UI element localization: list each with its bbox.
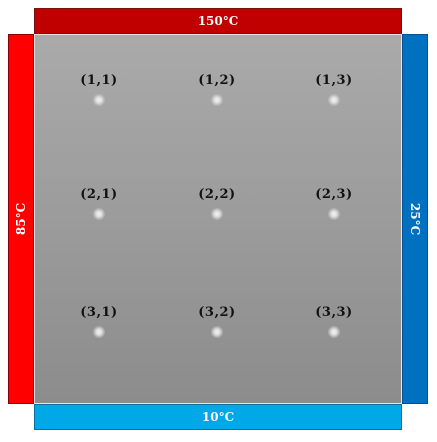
top-boundary-label: 150°C [197, 14, 239, 28]
node-1-2: (1,2) [177, 73, 257, 123]
node-label: (3,3) [315, 305, 353, 320]
node-label: (2,1) [80, 187, 118, 202]
node-point [328, 326, 340, 338]
node-3-1: (3,1) [59, 305, 139, 355]
right-boundary-label: 25°C [408, 202, 422, 236]
node-label: (1,3) [315, 73, 353, 88]
node-3-3: (3,3) [294, 305, 374, 355]
top-boundary-bar: 150°C [34, 8, 402, 34]
node-point [211, 326, 223, 338]
node-point [93, 208, 105, 220]
node-3-2: (3,2) [177, 305, 257, 355]
left-boundary-bar: 85°C [8, 34, 34, 404]
node-2-2: (2,2) [177, 187, 257, 237]
left-boundary-label: 85°C [14, 202, 28, 236]
node-label: (3,1) [80, 305, 118, 320]
node-1-3: (1,3) [294, 73, 374, 123]
node-label: (1,2) [198, 73, 236, 88]
node-point [328, 208, 340, 220]
plate: (1,1) (1,2) (1,3) (2,1) (2,2) (2,3) (3,1… [34, 34, 402, 404]
node-label: (1,1) [80, 73, 118, 88]
bottom-boundary-label: 10°C [201, 410, 235, 424]
node-label: (2,2) [198, 187, 236, 202]
node-label: (3,2) [198, 305, 236, 320]
node-label: (2,3) [315, 187, 353, 202]
node-point [211, 208, 223, 220]
node-point [328, 94, 340, 106]
node-point [93, 326, 105, 338]
node-point [211, 94, 223, 106]
right-boundary-bar: 25°C [402, 34, 428, 404]
node-2-3: (2,3) [294, 187, 374, 237]
bottom-boundary-bar: 10°C [34, 404, 402, 430]
node-2-1: (2,1) [59, 187, 139, 237]
node-1-1: (1,1) [59, 73, 139, 123]
node-point [93, 94, 105, 106]
